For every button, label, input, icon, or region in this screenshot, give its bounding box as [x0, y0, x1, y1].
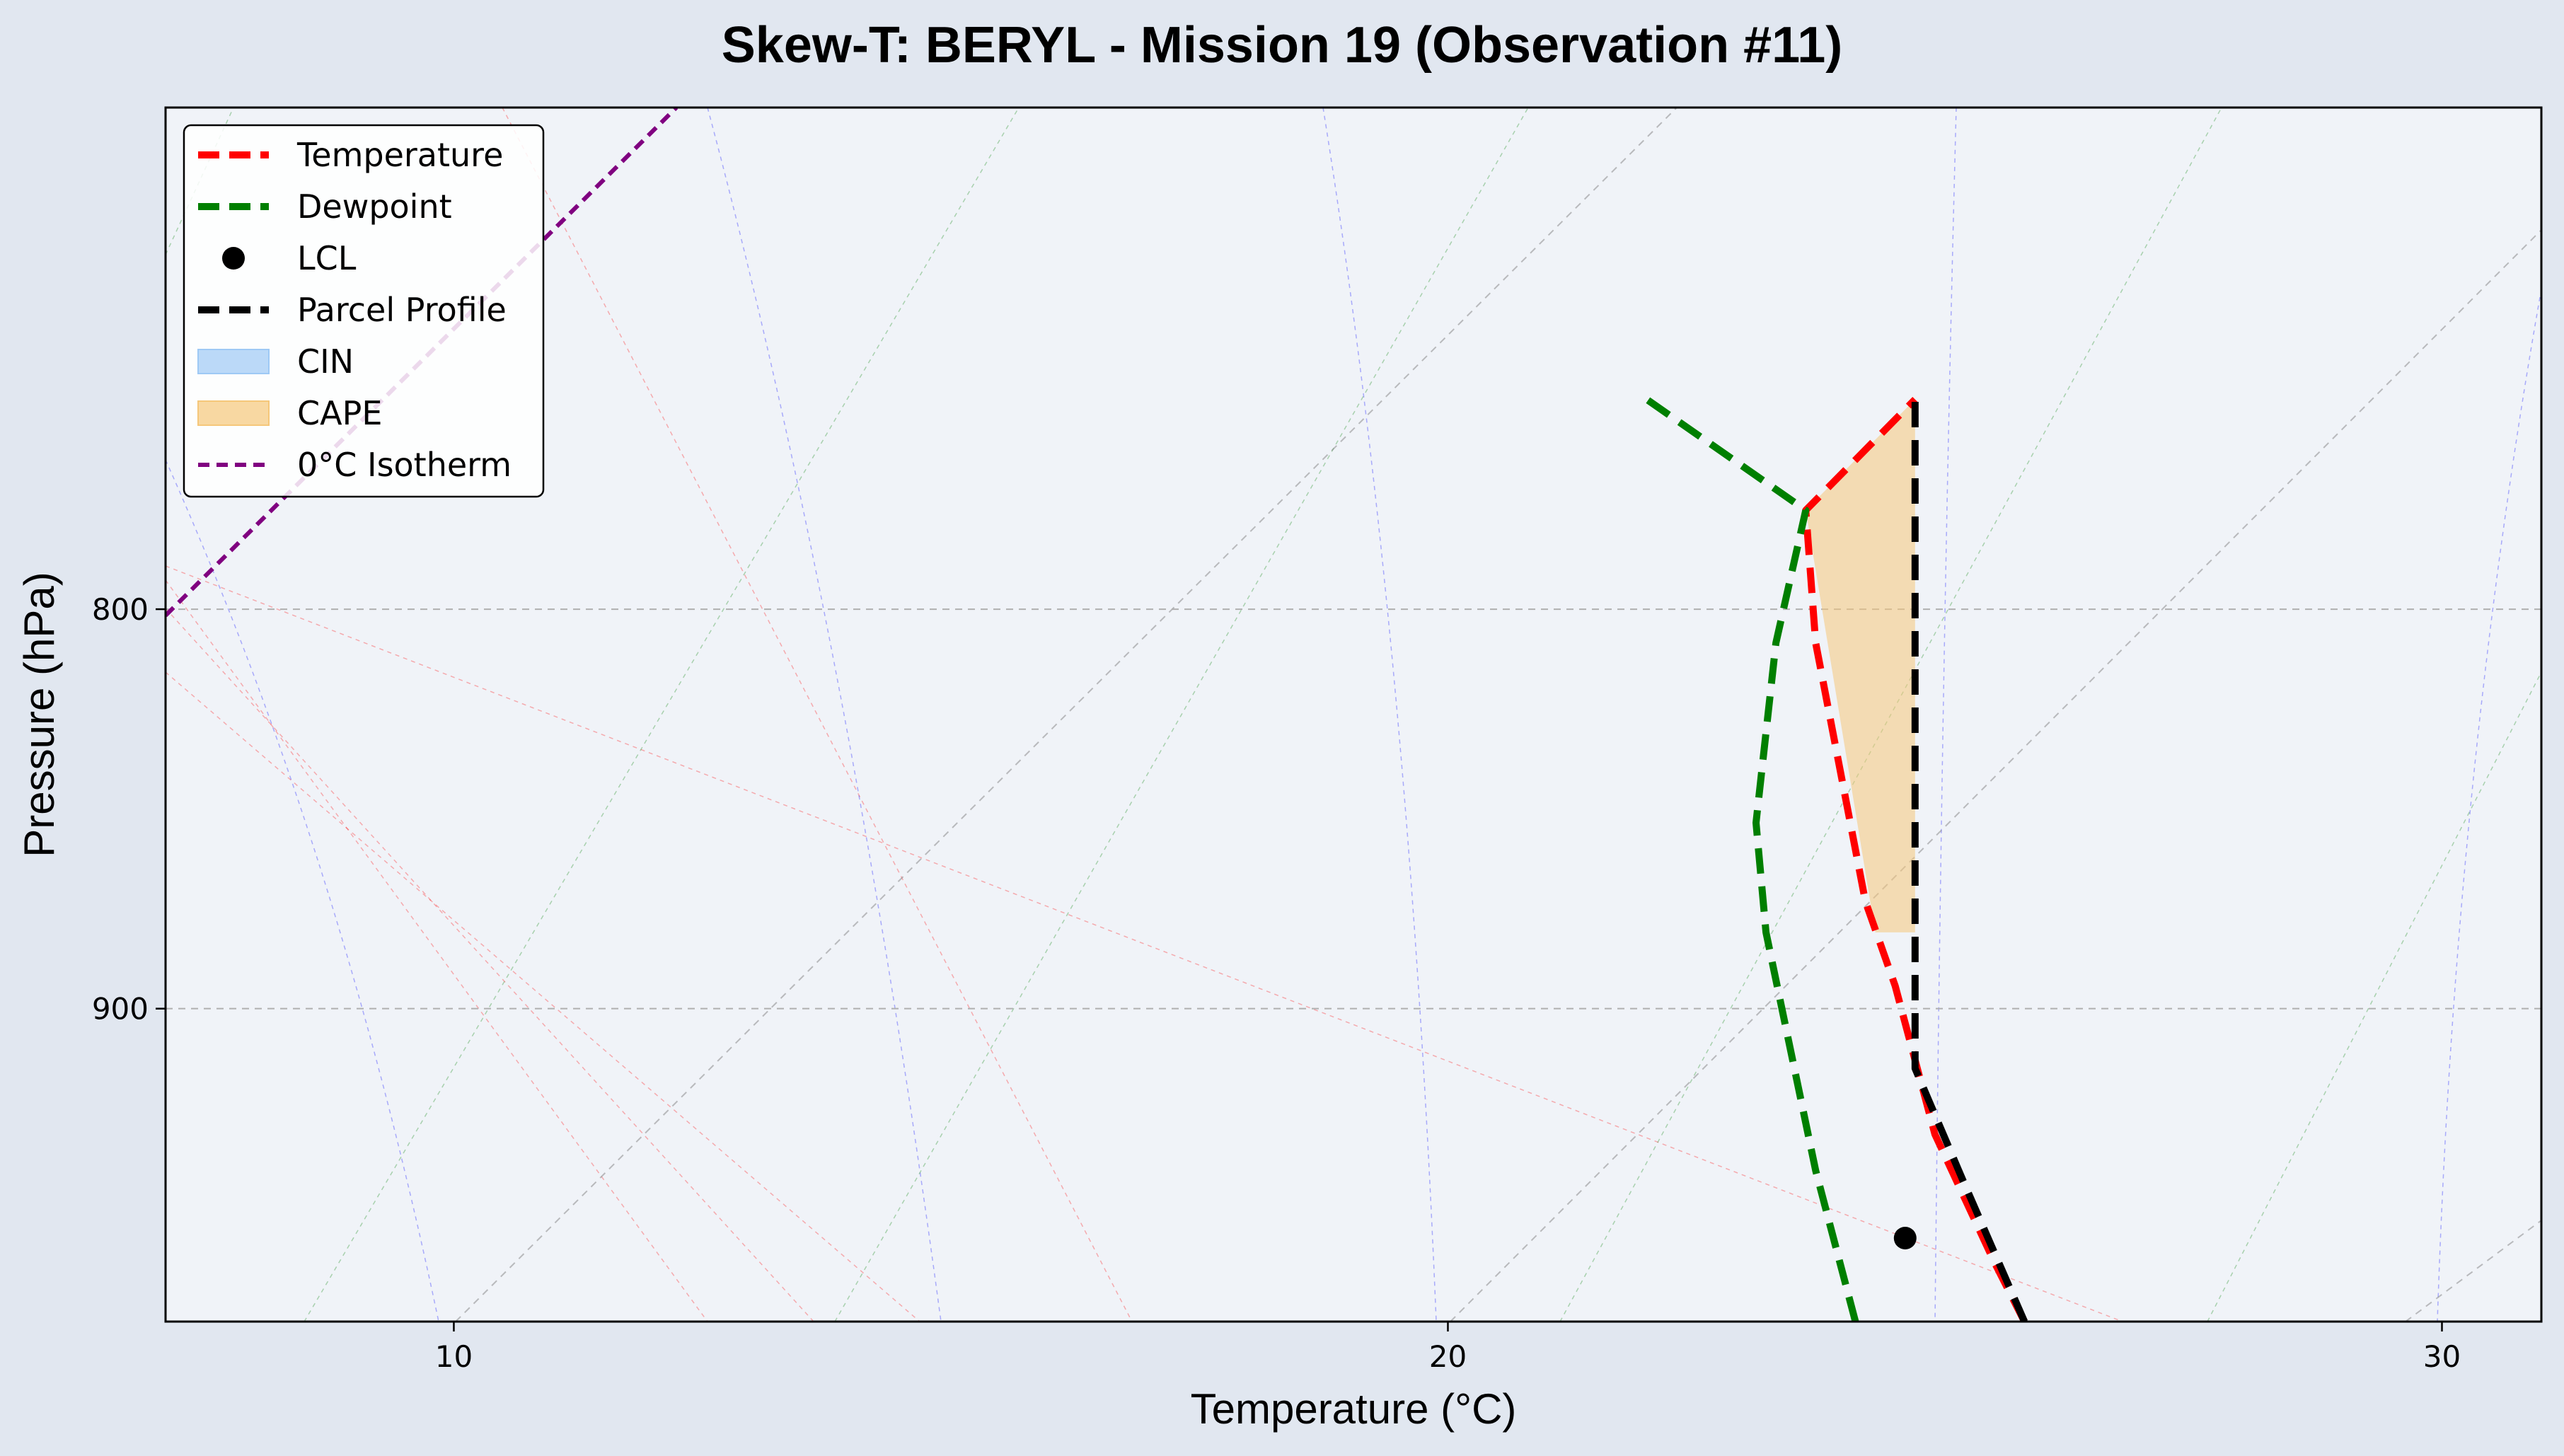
plot-frame — [164, 106, 2543, 1323]
y-axis-ticks: 800 900 — [92, 592, 166, 1027]
legend-label-cin: CIN — [297, 342, 354, 381]
series-layer — [1644, 396, 2028, 1322]
plot-area — [166, 108, 2541, 1322]
y-axis-label: Pressure (hPa) — [16, 572, 63, 857]
temperature-line — [1802, 396, 2028, 1322]
legend-swatch-cape — [197, 400, 270, 426]
legend-frame — [183, 124, 545, 498]
legend-label-dewpoint: Dewpoint — [297, 187, 452, 226]
legend-label-parcel-profile: Parcel Profile — [297, 291, 507, 329]
x-tick-label-20: 20 — [1429, 1339, 1467, 1374]
x-axis-label: Temperature (°C) — [1191, 1385, 1517, 1433]
horizontal-grid — [166, 608, 2541, 1010]
y-tick-label-900: 900 — [92, 992, 149, 1027]
legend-items: Temperature Dewpoint LCL Parcel Profile CIN C… — [197, 136, 512, 484]
x-tick-label-10: 10 — [435, 1339, 473, 1374]
cape-area — [1806, 399, 1915, 932]
plot-content — [166, 108, 2541, 1322]
lcl-marker — [1893, 1226, 1917, 1249]
legend: Temperature Dewpoint LCL Parcel Profile CIN C… — [183, 124, 545, 498]
legend-label-temperature: Temperature — [296, 136, 503, 174]
legend-label-0c-isotherm: 0°C Isotherm — [297, 446, 512, 484]
chart-title: Skew-T: BERYL - Mission 19 (Observation … — [722, 17, 1842, 74]
cape-layer — [1806, 399, 1915, 932]
y-tick-label-800: 800 — [92, 592, 149, 627]
legend-label-lcl: LCL — [297, 239, 357, 277]
x-axis-ticks: 10 20 30 — [435, 1322, 2461, 1374]
dewpoint-line — [1644, 396, 1859, 1322]
legend-swatch-cin — [197, 349, 270, 374]
parcel-profile-line — [1911, 399, 2028, 1322]
legend-label-cape: CAPE — [297, 394, 382, 432]
x-tick-label-30: 30 — [2423, 1339, 2461, 1374]
legend-swatch-lcl — [222, 247, 245, 270]
lcl-layer — [1893, 1226, 1917, 1249]
